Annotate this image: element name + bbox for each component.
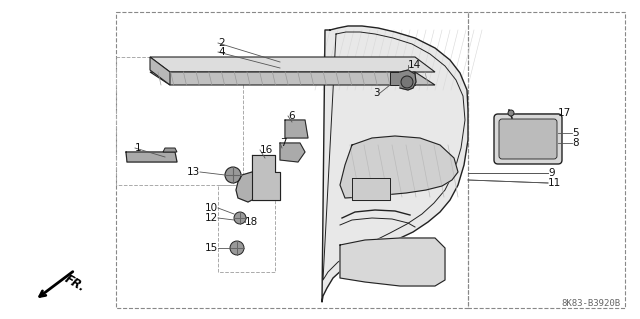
Circle shape — [234, 212, 246, 224]
Text: 6: 6 — [288, 111, 294, 121]
Text: 16: 16 — [260, 145, 273, 155]
Text: 18: 18 — [245, 217, 259, 227]
Circle shape — [225, 167, 241, 183]
Polygon shape — [400, 70, 416, 90]
Text: 5: 5 — [572, 128, 579, 138]
Polygon shape — [252, 155, 280, 200]
Text: 1: 1 — [135, 143, 141, 153]
Text: 4: 4 — [218, 47, 225, 57]
FancyBboxPatch shape — [494, 114, 562, 164]
Circle shape — [401, 76, 413, 88]
Polygon shape — [322, 26, 468, 302]
Text: 10: 10 — [205, 203, 218, 213]
Polygon shape — [285, 120, 308, 138]
Circle shape — [508, 110, 514, 116]
Text: 15: 15 — [205, 243, 218, 253]
Polygon shape — [126, 152, 177, 162]
Polygon shape — [236, 172, 252, 202]
Polygon shape — [340, 136, 458, 198]
Text: 11: 11 — [548, 178, 561, 188]
Text: 13: 13 — [187, 167, 200, 177]
Text: 7: 7 — [280, 138, 287, 148]
Text: 2: 2 — [218, 38, 225, 48]
Polygon shape — [163, 148, 177, 152]
FancyBboxPatch shape — [499, 119, 557, 159]
Text: 17: 17 — [558, 108, 572, 118]
Polygon shape — [340, 238, 445, 286]
Text: 8: 8 — [572, 138, 579, 148]
Polygon shape — [150, 57, 435, 72]
Text: 14: 14 — [408, 60, 421, 70]
Text: 8K83-B3920B: 8K83-B3920B — [561, 299, 620, 308]
Text: 3: 3 — [373, 88, 380, 98]
Text: FR.: FR. — [62, 272, 87, 294]
Text: 12: 12 — [205, 213, 218, 223]
Polygon shape — [150, 72, 435, 85]
Text: 9: 9 — [548, 168, 555, 178]
Polygon shape — [390, 72, 415, 85]
Polygon shape — [150, 57, 170, 85]
Polygon shape — [352, 178, 390, 200]
Circle shape — [230, 241, 244, 255]
Polygon shape — [280, 143, 305, 162]
